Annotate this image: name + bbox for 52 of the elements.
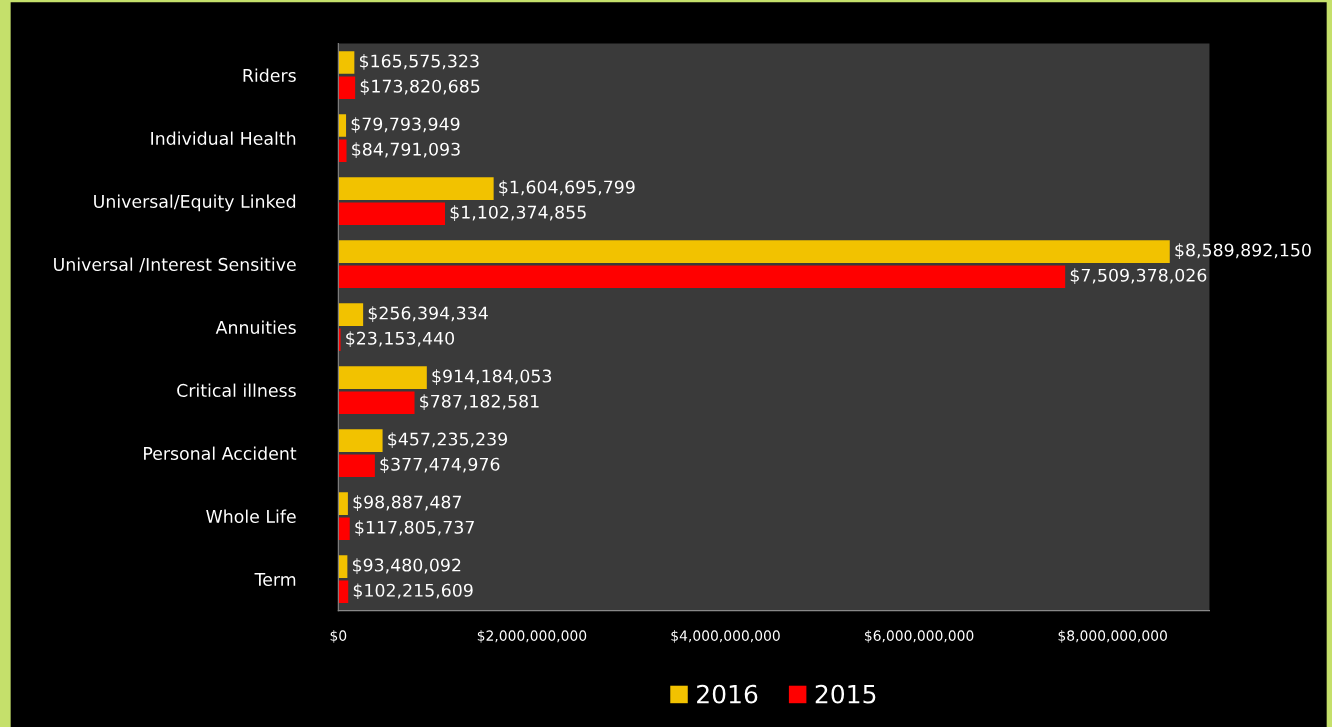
bar: [338, 517, 350, 541]
y-tick-label: Critical illness: [177, 383, 296, 397]
y-tick-label: Annuities: [215, 320, 296, 334]
data-label: $8,589,892,150: [1175, 243, 1311, 259]
x-tick-label: $2,000,000,000: [477, 630, 587, 643]
data-label: $1,102,374,855: [450, 205, 586, 222]
data-label: $787,182,581: [420, 394, 539, 411]
bar: [338, 202, 446, 226]
data-label: $98,887,487: [353, 495, 462, 511]
y-tick-label: Personal Accident: [144, 446, 297, 461]
bar: [338, 366, 427, 389]
bar: [338, 51, 355, 74]
bar: [338, 303, 364, 326]
y-tick-label: Individual Health: [151, 131, 296, 145]
y-tick-label: Universal/Equity Linked: [94, 194, 296, 212]
bar: [338, 240, 1170, 263]
data-label: $377,474,976: [380, 457, 500, 474]
data-label: $117,805,737: [355, 520, 474, 537]
data-label: $7,509,378,026: [1070, 268, 1207, 285]
data-label: $93,480,092: [352, 558, 461, 574]
data-label: $914,184,053: [432, 369, 552, 385]
legend-label: 2016: [697, 684, 758, 704]
data-label: $165,575,323: [359, 54, 479, 70]
data-label: $256,394,334: [368, 306, 488, 322]
data-label: $79,793,949: [351, 117, 460, 133]
data-label: $1,604,695,799: [499, 180, 635, 196]
bar: [338, 139, 347, 163]
data-label: $23,153,440: [346, 331, 455, 348]
bar: [338, 454, 375, 478]
x-tick-label: $8,000,000,000: [1058, 630, 1167, 643]
data-label: $102,215,609: [353, 583, 473, 600]
x-tick-label: $4,000,000,000: [671, 630, 780, 643]
legend-label: 2015: [815, 684, 876, 704]
bar: [338, 580, 349, 604]
x-tick-label: $0: [330, 630, 347, 643]
bar: [338, 328, 341, 352]
bar: [338, 391, 415, 415]
y-tick-label: Term: [254, 573, 296, 587]
data-label: $457,235,239: [388, 432, 508, 448]
x-tick-label: $6,000,000,000: [865, 630, 974, 643]
bar: [338, 265, 1066, 289]
y-tick-label: Universal /Interest Sensitive: [54, 257, 296, 273]
bar: [338, 429, 383, 452]
bar: [338, 555, 348, 578]
y-tick-label: Whole Life: [206, 509, 296, 524]
y-tick-label: Riders: [243, 68, 296, 82]
data-label: $173,820,685: [360, 79, 480, 96]
bar: [338, 177, 494, 200]
bar: [338, 76, 356, 100]
data-label: $84,791,093: [352, 142, 460, 159]
bar: [338, 492, 348, 515]
bar: [338, 114, 347, 137]
